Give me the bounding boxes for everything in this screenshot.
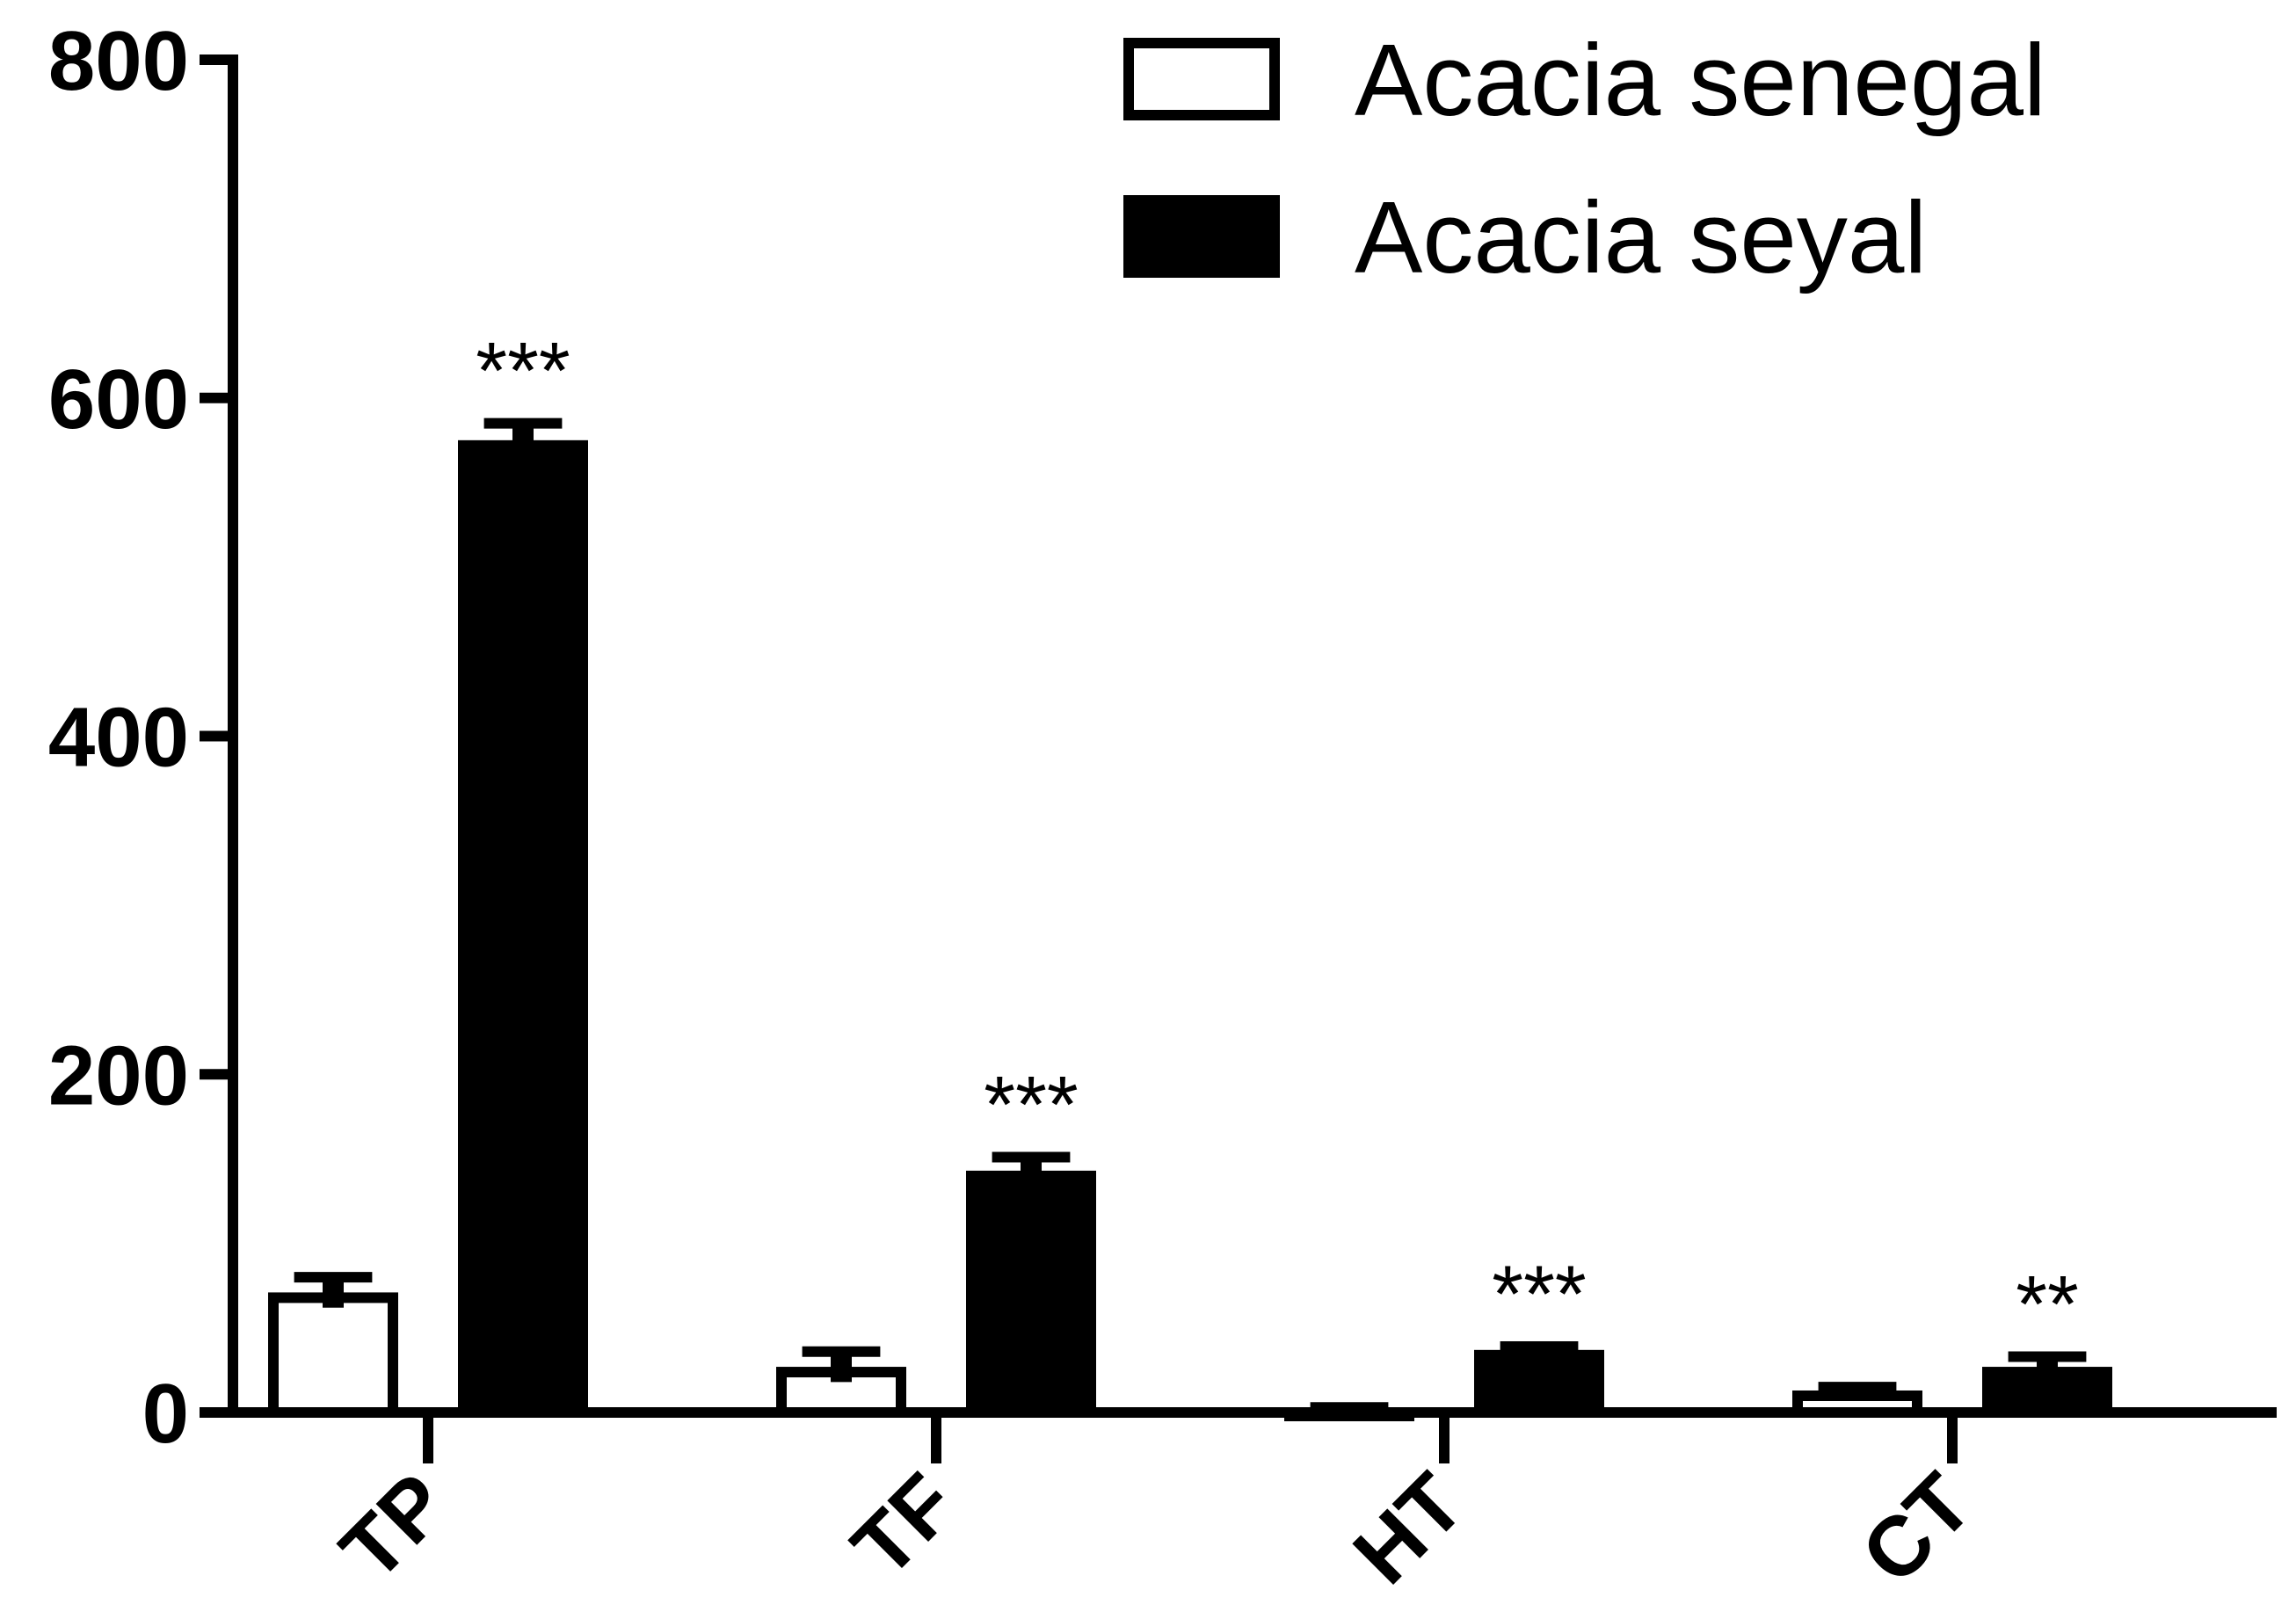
legend-swatch — [1123, 195, 1280, 278]
legend-label: Acacia seyal — [1355, 180, 1927, 294]
x-category-label: TP — [323, 1456, 465, 1598]
y-tick-label: 0 — [142, 1367, 189, 1461]
y-ticks: 0 200 400 600 800 — [48, 14, 233, 1461]
x-category-label: HT — [1336, 1456, 1482, 1601]
significance-labels: *** *** *** ** — [476, 327, 2079, 1350]
legend-label: Acacia senegal — [1355, 23, 2046, 137]
significance-label: *** — [984, 1061, 1078, 1151]
x-category-label: CT — [1844, 1456, 1990, 1601]
y-tick-label: 400 — [48, 691, 189, 785]
significance-label: *** — [1492, 1250, 1586, 1340]
x-ticks — [423, 1412, 1958, 1463]
bar — [966, 1170, 1096, 1412]
significance-label: *** — [476, 327, 570, 417]
y-tick-label: 200 — [48, 1028, 189, 1122]
x-labels: TP TF HT CT — [323, 1456, 1989, 1601]
y-tick-label: 600 — [48, 352, 189, 447]
bars — [268, 418, 2112, 1421]
bar — [1284, 1409, 1414, 1421]
y-tick-label: 800 — [48, 14, 189, 108]
bar — [268, 1292, 398, 1418]
legend: Acacia senegal Acacia seyal — [1123, 23, 2046, 294]
bar — [1792, 1390, 1922, 1418]
bar — [1474, 1349, 1604, 1412]
bar — [458, 439, 588, 1412]
x-category-label: TF — [834, 1456, 974, 1595]
legend-swatch — [1123, 38, 1280, 120]
significance-label: ** — [2016, 1260, 2079, 1350]
